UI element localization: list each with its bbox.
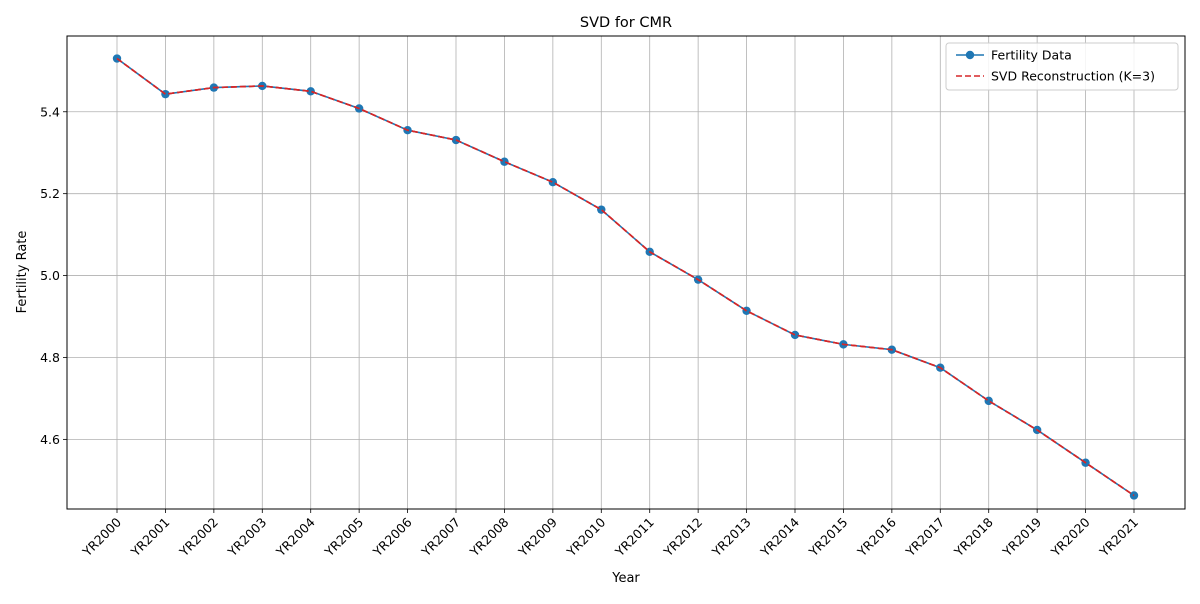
legend-fertility-label: Fertility Data [991, 48, 1072, 63]
svd-reconstruction-line-overlay [116, 57, 1135, 497]
y-tick-label: 5.4 [40, 104, 60, 119]
plot-frame [66, 35, 1186, 510]
y-tick-label: 5.0 [40, 268, 60, 283]
y-tick-label: 4.6 [40, 432, 60, 447]
fertility-data-point [306, 87, 315, 96]
fertility-data-point [500, 157, 509, 166]
fertility-data-point [548, 178, 558, 187]
fertility-data-point [790, 330, 800, 340]
chart-title: SVD for CMR [580, 15, 672, 31]
fertility-data-point [742, 306, 751, 315]
series-layer [112, 54, 1139, 500]
y-tick-label: 5.2 [40, 186, 60, 201]
y-axis-ticks: 4.6 4.8 5.0 5.2 5.4 [40, 104, 67, 447]
legend: Fertility Data SVD Reconstruction (K=3) [945, 42, 1179, 91]
legend-svd-label: SVD Reconstruction (K=3) [991, 69, 1155, 84]
legend-fertility-marker [965, 50, 975, 60]
y-axis-label: Fertility Rate [15, 231, 30, 314]
y-tick-label: 4.8 [40, 350, 60, 365]
x-axis-label: Year [611, 571, 640, 586]
legend-box [945, 42, 1179, 91]
